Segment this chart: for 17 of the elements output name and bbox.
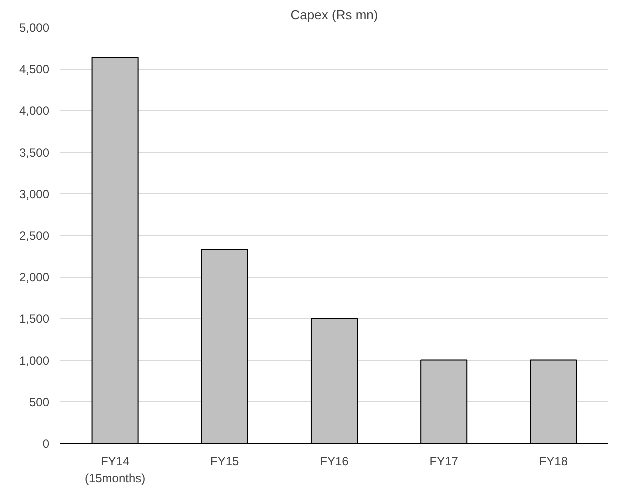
y-tick-label: 5,000 (19, 21, 50, 35)
y-tick-label: 0 (42, 437, 50, 451)
x-tick-label: FY18 (539, 454, 568, 468)
y-tick-label: 2,500 (19, 229, 50, 243)
y-tick-label: 4,500 (19, 62, 50, 77)
y-tick-label: 2,000 (19, 270, 50, 285)
y-tick-label: 4,000 (19, 104, 50, 118)
y-tick-label: 1,500 (19, 312, 50, 326)
x-tick-label: FY14 (15months) (84, 454, 146, 486)
y-tick-label: 3,000 (19, 187, 50, 202)
x-tick-label: FY17 (430, 454, 459, 468)
y-tick-label: 500 (29, 395, 50, 410)
x-tick-label: FY15 (210, 454, 240, 468)
x-tick-label: FY16 (320, 454, 350, 468)
y-tick-label: 1,000 (19, 354, 50, 368)
y-tick-label: 3,500 (19, 146, 50, 160)
chart-title: Capex (Rs mn) (290, 8, 378, 22)
